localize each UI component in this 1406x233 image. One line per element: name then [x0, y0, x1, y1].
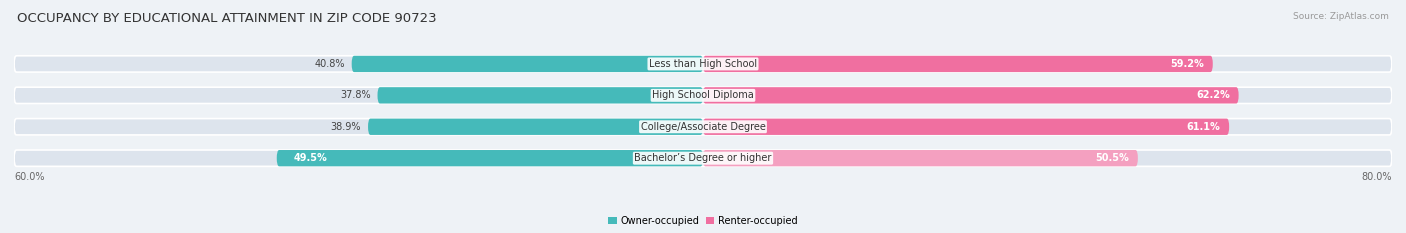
Text: College/Associate Degree: College/Associate Degree: [641, 122, 765, 132]
FancyBboxPatch shape: [703, 150, 1137, 166]
Text: 62.2%: 62.2%: [1197, 90, 1230, 100]
FancyBboxPatch shape: [14, 150, 1392, 166]
Text: Source: ZipAtlas.com: Source: ZipAtlas.com: [1294, 12, 1389, 21]
FancyBboxPatch shape: [368, 119, 703, 135]
FancyBboxPatch shape: [703, 56, 1213, 72]
FancyBboxPatch shape: [14, 119, 1392, 135]
FancyBboxPatch shape: [277, 150, 703, 166]
Text: 80.0%: 80.0%: [1361, 172, 1392, 182]
Legend: Owner-occupied, Renter-occupied: Owner-occupied, Renter-occupied: [605, 212, 801, 230]
Text: 59.2%: 59.2%: [1170, 59, 1204, 69]
Text: 49.5%: 49.5%: [294, 153, 328, 163]
FancyBboxPatch shape: [703, 119, 1229, 135]
Text: Bachelor’s Degree or higher: Bachelor’s Degree or higher: [634, 153, 772, 163]
Text: 61.1%: 61.1%: [1187, 122, 1220, 132]
FancyBboxPatch shape: [14, 56, 1392, 72]
Text: High School Diploma: High School Diploma: [652, 90, 754, 100]
FancyBboxPatch shape: [377, 87, 703, 103]
FancyBboxPatch shape: [14, 87, 1392, 103]
Text: 40.8%: 40.8%: [315, 59, 344, 69]
Text: 50.5%: 50.5%: [1095, 153, 1129, 163]
Text: 37.8%: 37.8%: [340, 90, 371, 100]
Text: 38.9%: 38.9%: [330, 122, 361, 132]
Text: 60.0%: 60.0%: [14, 172, 45, 182]
FancyBboxPatch shape: [352, 56, 703, 72]
FancyBboxPatch shape: [703, 87, 1239, 103]
Text: OCCUPANCY BY EDUCATIONAL ATTAINMENT IN ZIP CODE 90723: OCCUPANCY BY EDUCATIONAL ATTAINMENT IN Z…: [17, 12, 436, 25]
Text: Less than High School: Less than High School: [650, 59, 756, 69]
